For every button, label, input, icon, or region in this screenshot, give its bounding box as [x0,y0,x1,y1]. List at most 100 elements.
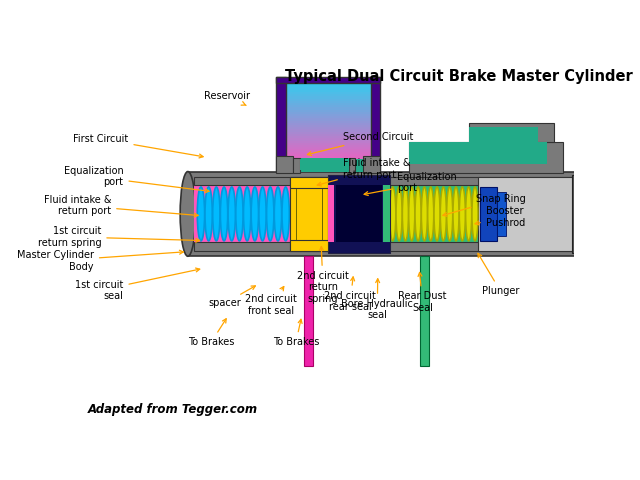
Text: Typical Dual Circuit Brake Master Cylinder: Typical Dual Circuit Brake Master Cylind… [285,69,633,84]
Bar [285,82,371,85]
Ellipse shape [390,187,396,241]
Text: 2nd circuit
front seal: 2nd circuit front seal [245,287,297,316]
Ellipse shape [447,187,452,241]
Text: Plunger: Plunger [478,253,519,296]
Bar [194,177,580,185]
Bar [289,177,328,188]
Bar [276,77,380,83]
Ellipse shape [243,187,251,241]
Text: 2nd circuit
rear seal: 2nd circuit rear seal [324,277,376,312]
Ellipse shape [472,187,478,241]
Bar [497,192,506,236]
Ellipse shape [396,187,402,241]
Bar [480,187,497,241]
Ellipse shape [212,187,220,241]
Bar [285,87,371,90]
Text: 2nd circuit
return
spring: 2nd circuit return spring [297,247,349,304]
Bar [328,185,334,242]
Text: Snap Ring: Snap Ring [443,194,525,216]
Text: Reservoir: Reservoir [204,91,250,106]
Bar [300,158,355,171]
Bar [285,111,371,114]
Bar [285,146,371,149]
Ellipse shape [466,187,472,241]
Text: First Circuit: First Circuit [73,134,203,158]
Text: To Brakes: To Brakes [273,319,319,347]
Ellipse shape [440,187,446,241]
Bar [285,100,371,103]
Text: Fluid intake &
return port: Fluid intake & return port [317,158,410,186]
Bar [285,168,371,171]
Ellipse shape [267,187,274,241]
Bar [285,116,371,119]
Bar [296,188,322,240]
Bar [420,256,429,366]
Bar [285,96,371,98]
Bar [336,185,382,242]
Bar [276,77,285,171]
Ellipse shape [581,198,594,222]
Bar [285,156,371,158]
Bar [285,162,371,165]
Text: Equalization
port: Equalization port [364,172,457,195]
Bar [300,159,349,170]
Ellipse shape [421,187,428,241]
Bar [285,167,371,169]
Bar [285,93,371,96]
Ellipse shape [228,187,236,241]
Text: 1st circuit
seal: 1st circuit seal [75,268,200,301]
Text: To Brakes: To Brakes [188,319,234,347]
Bar [285,131,371,134]
Ellipse shape [460,187,465,241]
Text: Equalization
port: Equalization port [64,166,209,192]
Bar [575,175,598,253]
Bar [285,122,371,125]
Bar [371,77,380,171]
Bar [285,104,371,108]
Bar [285,135,371,138]
Bar [469,123,554,142]
Bar [194,242,580,251]
Bar [285,164,371,167]
Bar [383,185,390,242]
Text: Second Circuit: Second Circuit [307,132,413,156]
Ellipse shape [453,187,459,241]
Bar [304,256,314,366]
Bar [285,151,371,154]
Ellipse shape [415,187,421,241]
Ellipse shape [251,187,259,241]
Ellipse shape [428,187,434,241]
Bar [285,144,371,147]
Bar [580,198,588,222]
Bar [285,91,371,94]
Bar [285,118,371,120]
Bar [328,175,390,253]
Bar [490,177,572,251]
Bar [285,138,371,141]
Ellipse shape [205,187,212,241]
Ellipse shape [197,187,205,241]
Ellipse shape [180,171,196,256]
Ellipse shape [409,187,415,241]
Bar [409,142,547,164]
Bar [285,107,371,109]
Bar [285,89,371,92]
Bar [289,177,328,251]
Bar [293,158,300,173]
Bar [285,129,371,132]
Ellipse shape [282,187,289,241]
Bar [355,159,371,171]
Ellipse shape [259,187,266,241]
Bar [285,149,371,152]
Text: Master Cylinder
Body: Master Cylinder Body [17,250,184,272]
Bar [285,153,371,156]
Ellipse shape [236,187,243,241]
Bar [285,102,371,105]
Bar [349,158,355,173]
Bar [364,156,380,173]
Bar [285,98,371,101]
Bar [409,142,563,173]
Bar [285,159,293,171]
Bar [285,124,371,127]
Bar [580,222,588,228]
